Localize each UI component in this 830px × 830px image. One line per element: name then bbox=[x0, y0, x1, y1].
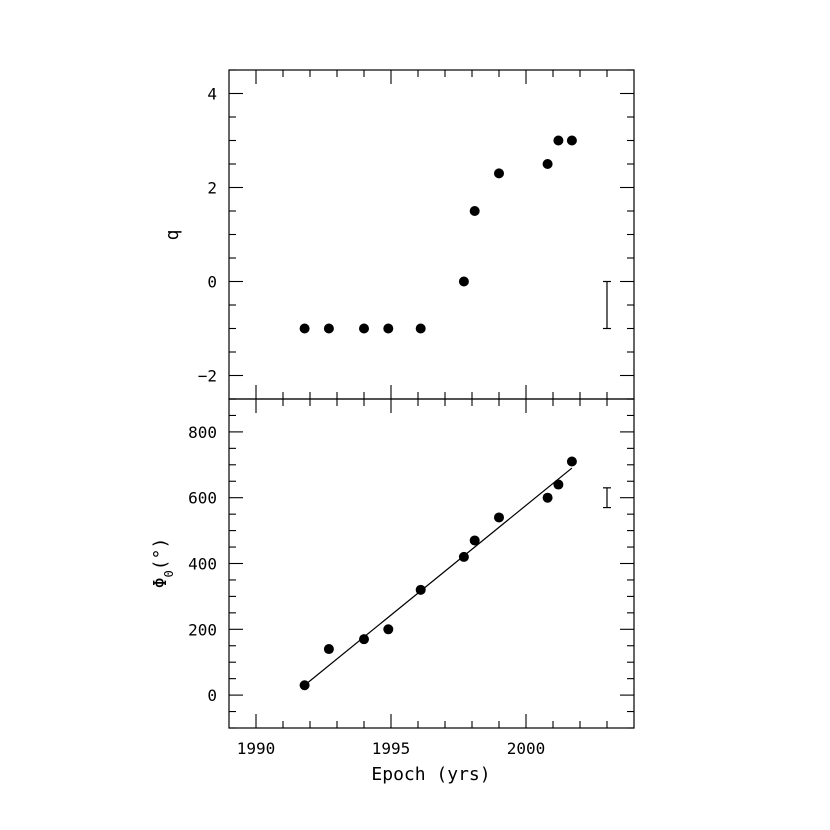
y-tick-label: −2 bbox=[198, 367, 217, 386]
y-tick-label: 200 bbox=[188, 620, 217, 639]
x-tick-label: 1995 bbox=[372, 739, 411, 758]
data-point bbox=[383, 323, 394, 334]
y-tick-label: 4 bbox=[207, 85, 217, 104]
y-tick-label: 800 bbox=[188, 423, 217, 442]
data-point bbox=[469, 206, 480, 216]
y-tick-label: 600 bbox=[188, 489, 217, 508]
y-tick-label: 0 bbox=[207, 686, 217, 705]
y-axis-title-phi: Φ0(°) bbox=[150, 538, 176, 589]
data-point bbox=[359, 634, 369, 645]
data-point bbox=[553, 135, 564, 146]
bottom-panel-phi: 0 200 400 600 800 1990 1995 2000 bbox=[188, 398, 635, 758]
data-point bbox=[566, 135, 577, 146]
plot-frame bbox=[228, 398, 635, 729]
y-axis-title-phi-symbol: Φ bbox=[150, 577, 171, 588]
fit-line bbox=[304, 467, 573, 686]
data-point bbox=[494, 168, 504, 179]
y-tick-label: 2 bbox=[207, 179, 217, 198]
data-point bbox=[566, 456, 577, 467]
y-tick-label: 0 bbox=[207, 273, 217, 292]
y-axis-title-phi-subscript: 0 bbox=[162, 570, 176, 577]
y-tick-label: 400 bbox=[188, 555, 217, 574]
data-point bbox=[415, 584, 426, 595]
top-panel-q: −2 0 2 4 bbox=[198, 69, 635, 400]
plot-frame bbox=[228, 69, 635, 400]
data-point bbox=[415, 323, 426, 334]
data-point bbox=[542, 492, 553, 503]
x-axis-title: Epoch (yrs) bbox=[371, 764, 490, 785]
data-point bbox=[458, 551, 469, 562]
x-tick-label: 2000 bbox=[507, 739, 546, 758]
data-point bbox=[359, 323, 369, 334]
data-point bbox=[458, 276, 469, 287]
x-tick-label: 1990 bbox=[237, 739, 276, 758]
y-axis-title-q: q bbox=[162, 230, 183, 241]
data-point bbox=[494, 512, 504, 523]
data-point bbox=[323, 644, 334, 655]
data-point bbox=[383, 624, 394, 635]
data-point bbox=[299, 680, 310, 691]
data-point bbox=[469, 535, 480, 546]
data-point bbox=[553, 479, 564, 490]
y-axis-title-phi-unit: (°) bbox=[150, 538, 171, 571]
data-point bbox=[299, 323, 310, 334]
data-point bbox=[323, 323, 334, 334]
data-point bbox=[542, 159, 553, 169]
